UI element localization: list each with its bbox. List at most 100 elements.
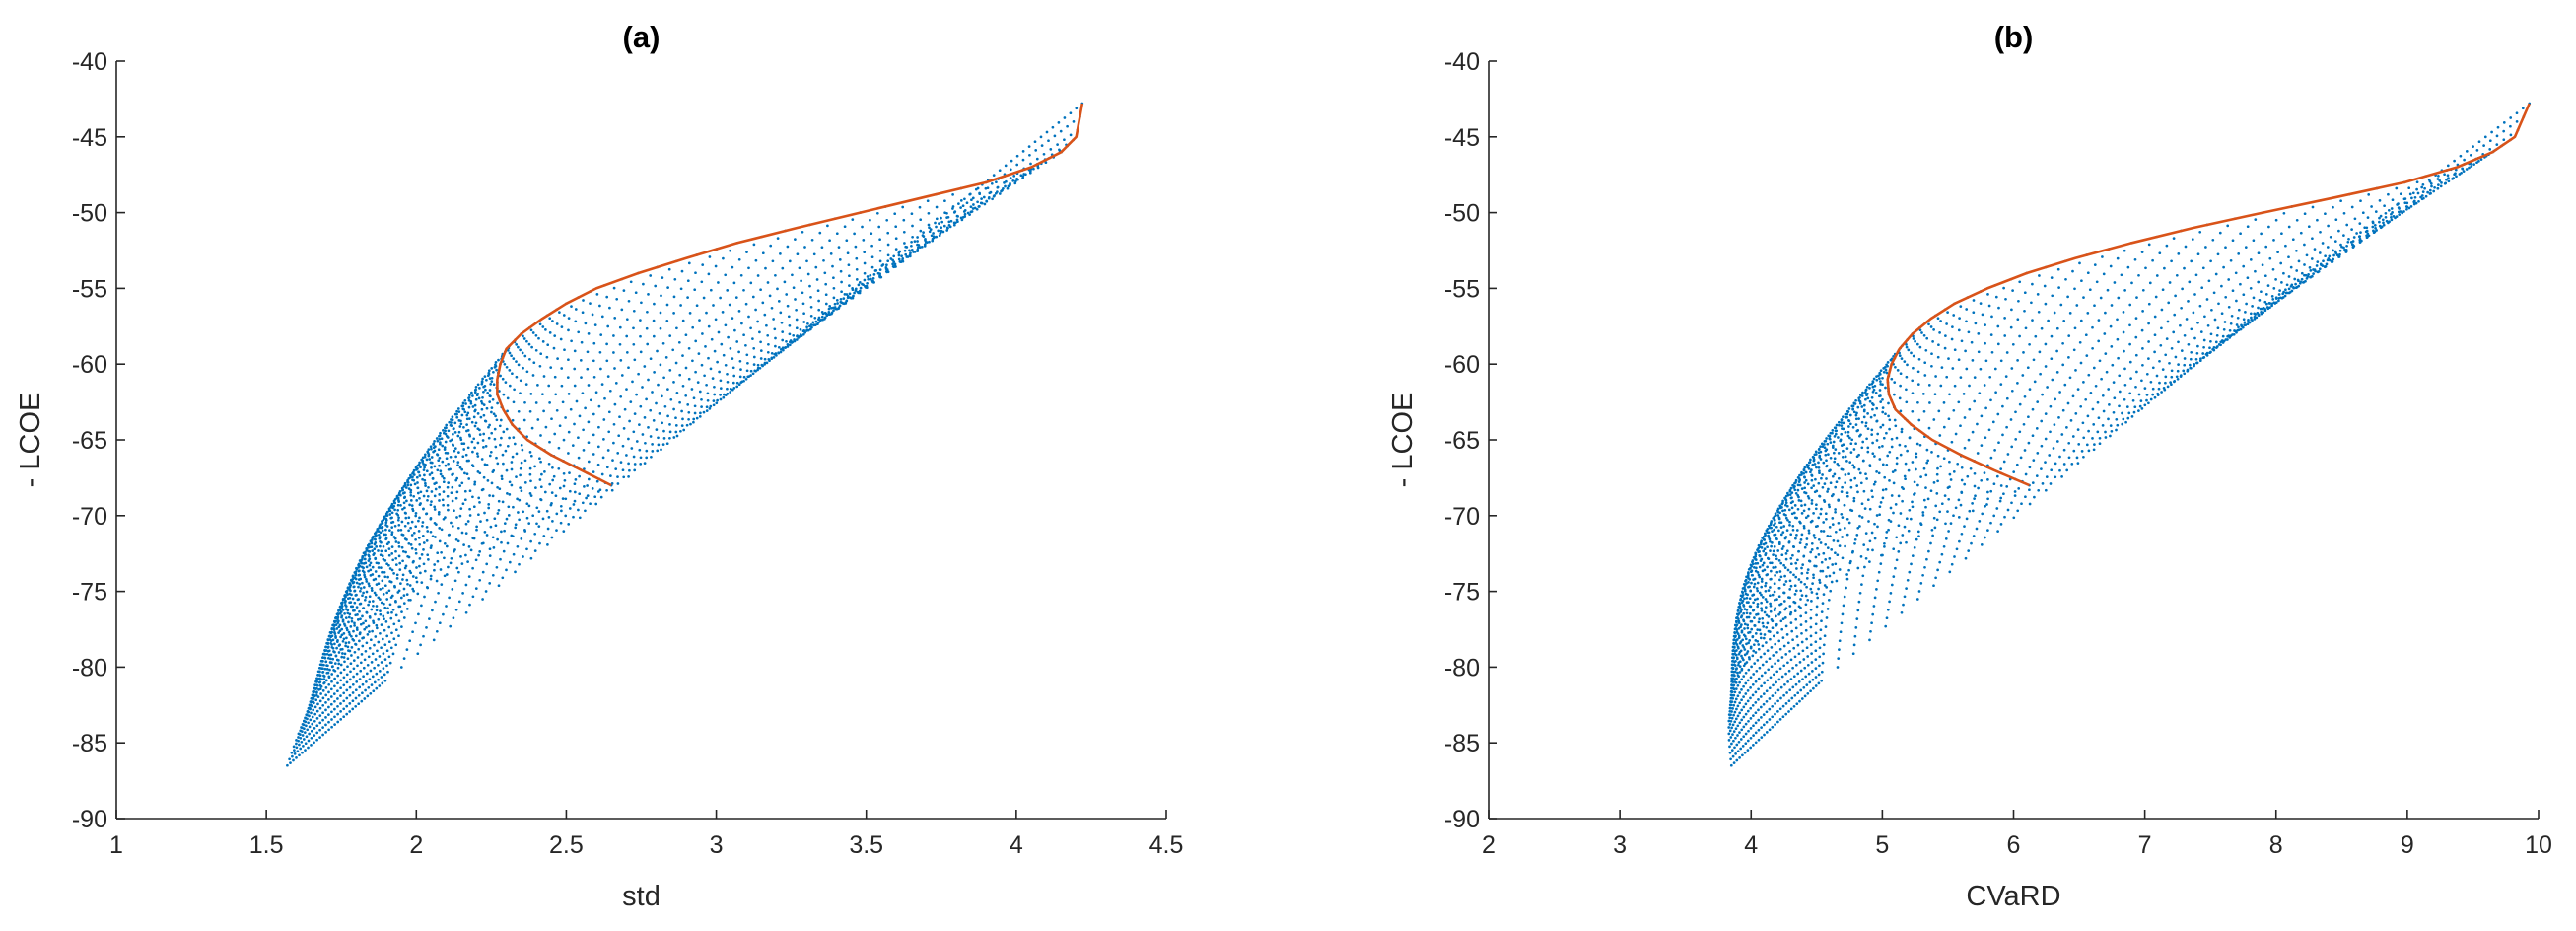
scatter-point	[1729, 736, 1733, 739]
scatter-point	[1746, 699, 1750, 703]
scatter-point	[901, 205, 905, 209]
scatter-point	[2216, 252, 2220, 256]
scatter-point	[2009, 418, 2013, 421]
scatter-point	[1887, 401, 1890, 405]
scatter-point	[922, 231, 925, 234]
scatter-point	[1981, 512, 1984, 516]
scatter-point	[632, 309, 636, 313]
scatter-point	[1818, 646, 1822, 650]
scatter-point	[1930, 451, 1933, 454]
scatter-point	[1809, 550, 1813, 554]
scatter-point	[502, 393, 506, 396]
scatter-point	[469, 548, 473, 552]
scatter-point	[1766, 545, 1769, 549]
scatter-point	[1884, 624, 1888, 628]
scatter-point	[397, 500, 401, 503]
scatter-point	[529, 539, 532, 543]
scatter-point	[1857, 417, 1860, 420]
scatter-point	[327, 728, 330, 732]
scatter-point	[366, 694, 370, 698]
scatter-point	[429, 574, 433, 578]
scatter-point	[343, 597, 346, 601]
scatter-point	[1787, 508, 1791, 512]
scatter-point	[1899, 372, 1903, 376]
scatter-point	[1841, 612, 1845, 616]
scatter-point	[1784, 672, 1787, 676]
scatter-point	[830, 306, 833, 310]
scatter-point	[490, 481, 494, 485]
scatter-point	[1767, 629, 1771, 633]
scatter-point	[367, 603, 370, 607]
scatter-point	[1854, 626, 1858, 629]
scatter-point	[1920, 331, 1923, 334]
scatter-point	[786, 345, 790, 348]
scatter-point	[1831, 523, 1835, 526]
scatter-point	[1879, 369, 1883, 373]
scatter-point	[2123, 397, 2126, 401]
scatter-point	[1868, 507, 1872, 511]
scatter-point	[351, 574, 355, 578]
scatter-point	[527, 342, 531, 346]
scatter-point	[2061, 363, 2065, 367]
scatter-point	[1743, 622, 1747, 626]
scatter-point	[1776, 710, 1779, 713]
scatter-point	[1735, 649, 1738, 652]
scatter-point	[1989, 398, 1992, 402]
scatter-point	[1781, 531, 1785, 534]
scatter-point	[392, 501, 396, 505]
scatter-point	[313, 683, 317, 687]
scatter-point	[1731, 696, 1735, 700]
scatter-point	[345, 696, 349, 700]
scatter-point	[751, 337, 754, 340]
scatter-point	[1727, 732, 1731, 736]
scatter-point	[1895, 462, 1899, 466]
scatter-point	[800, 279, 802, 283]
scatter-point	[2003, 317, 2006, 320]
scatter-point	[442, 429, 445, 432]
scatter-point	[1881, 463, 1885, 466]
scatter-point	[2009, 325, 2013, 329]
scatter-point	[952, 221, 956, 225]
scatter-point	[1786, 661, 1789, 665]
scatter-point	[1774, 702, 1776, 705]
scatter-point	[976, 200, 979, 204]
scatter-point	[613, 402, 617, 406]
scatter-point	[407, 529, 410, 533]
scatter-point	[475, 394, 479, 397]
scatter-point	[1903, 360, 1907, 363]
scatter-point	[340, 647, 344, 651]
scatter-point	[1740, 654, 1743, 658]
scatter-point	[400, 533, 404, 537]
scatter-point	[1072, 120, 1076, 123]
scatter-point	[1771, 725, 1775, 729]
scatter-point	[1799, 614, 1803, 618]
scatter-point	[432, 638, 436, 642]
scatter-point	[326, 638, 330, 641]
scatter-point	[2043, 284, 2047, 288]
scatter-point	[673, 277, 677, 281]
scatter-point	[534, 333, 538, 337]
scatter-point	[461, 407, 465, 411]
scatter-point	[1795, 534, 1798, 537]
scatter-point	[1759, 705, 1763, 709]
scatter-point	[1782, 600, 1786, 603]
scatter-point	[740, 322, 743, 325]
scatter-point	[752, 363, 756, 366]
scatter-point	[438, 539, 442, 543]
scatter-point	[1812, 456, 1816, 460]
scatter-point	[972, 203, 975, 206]
scatter-point	[913, 240, 917, 243]
scatter-point	[380, 661, 383, 664]
scatter-point	[792, 333, 796, 337]
scatter-point	[2005, 351, 2009, 354]
scatter-point	[381, 525, 384, 529]
scatter-point	[1966, 474, 1970, 478]
scatter-point	[854, 245, 858, 249]
scatter-point	[1973, 376, 1977, 379]
scatter-point	[476, 383, 480, 387]
scatter-point	[414, 551, 418, 555]
scatter-point	[777, 300, 781, 303]
scatter-point	[423, 478, 427, 482]
scatter-point	[1863, 391, 1867, 394]
scatter-point	[417, 519, 420, 523]
